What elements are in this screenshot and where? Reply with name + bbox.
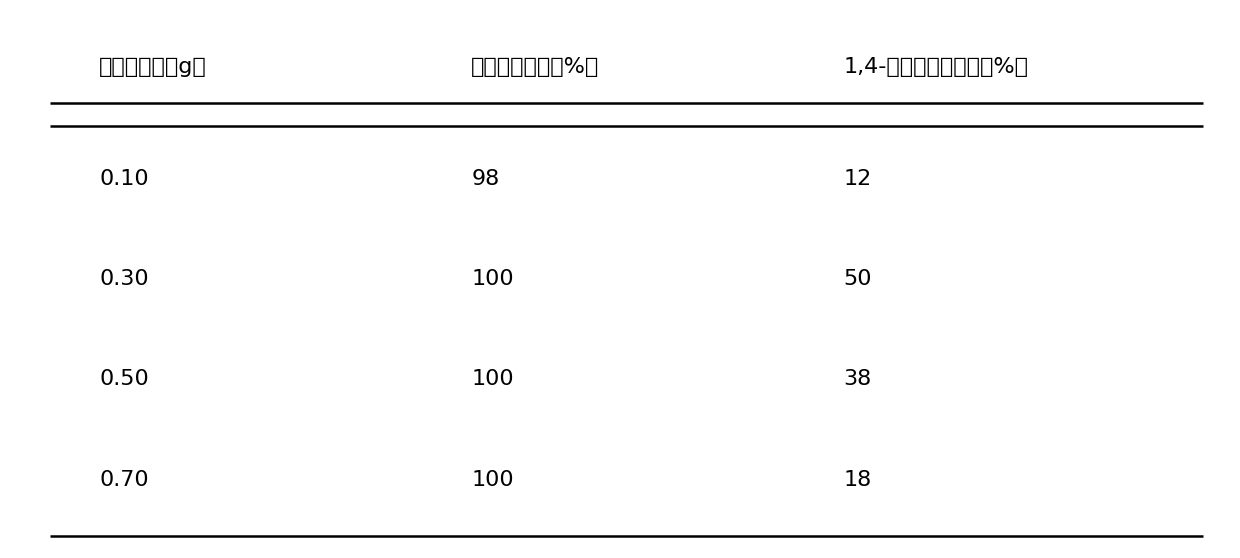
Text: 18: 18 (843, 470, 872, 490)
Text: 0.30: 0.30 (99, 269, 149, 289)
Text: 1,4-去水山梨醇收率（%）: 1,4-去水山梨醇收率（%） (843, 57, 1028, 77)
Text: 100: 100 (471, 369, 513, 389)
Text: 磷酸铌用量（g）: 磷酸铌用量（g） (99, 57, 207, 77)
Text: 50: 50 (843, 269, 872, 289)
Text: 98: 98 (471, 169, 500, 189)
Text: 38: 38 (843, 369, 872, 389)
Text: 100: 100 (471, 470, 513, 490)
Text: 12: 12 (843, 169, 872, 189)
Text: 100: 100 (471, 269, 513, 289)
Text: 0.10: 0.10 (99, 169, 149, 189)
Text: 0.50: 0.50 (99, 369, 149, 389)
Text: 0.70: 0.70 (99, 470, 149, 490)
Text: 纤维素转化率（%）: 纤维素转化率（%） (471, 57, 599, 77)
